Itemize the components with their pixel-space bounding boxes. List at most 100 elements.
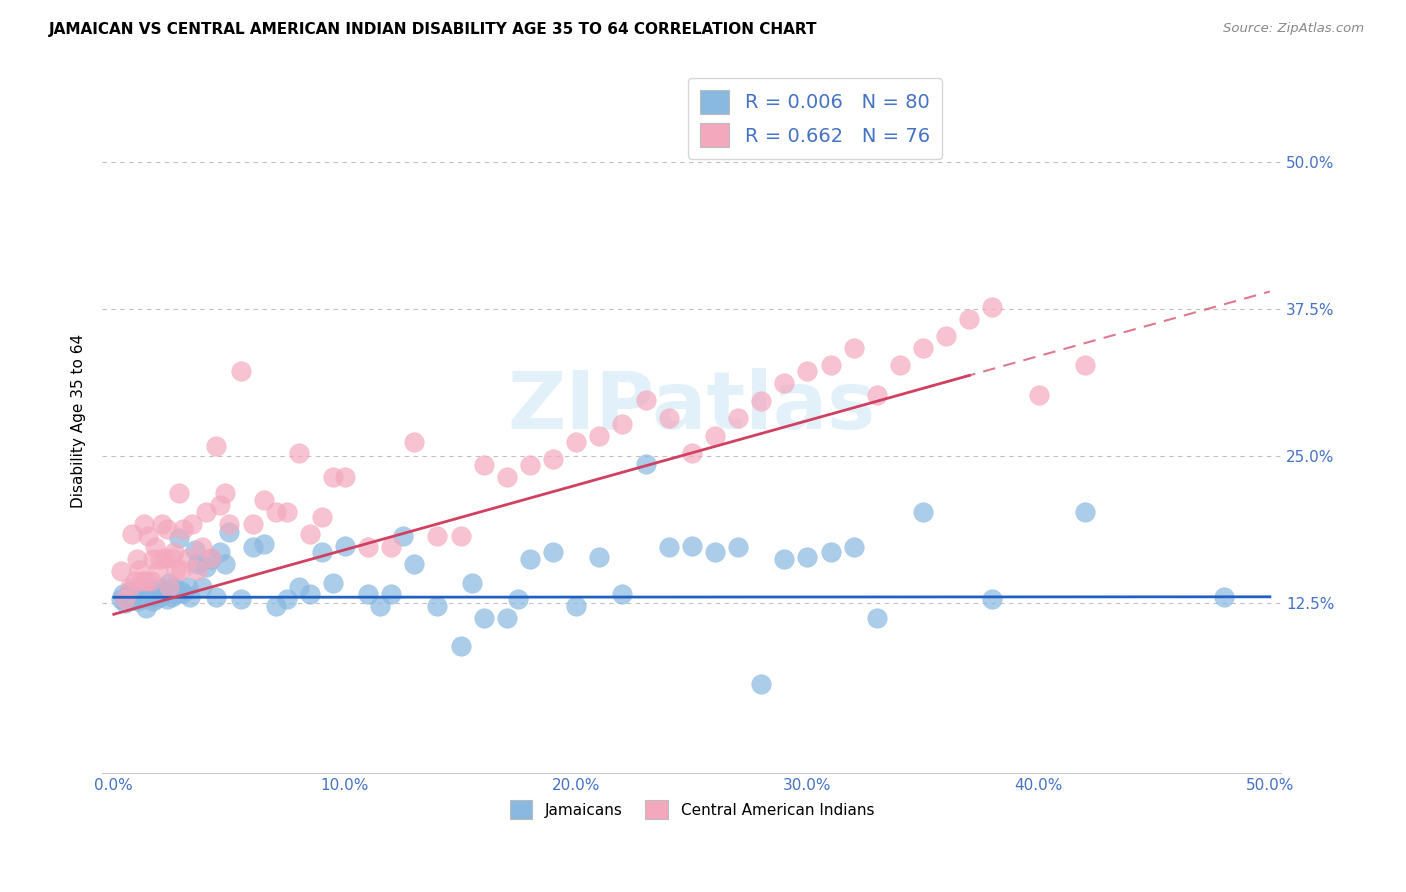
Point [820, 545, 842, 559]
Point [322, 470, 344, 484]
Point [981, 300, 1004, 314]
Point [160, 590, 183, 604]
Point [311, 509, 333, 524]
Text: Source: ZipAtlas.com: Source: ZipAtlas.com [1223, 22, 1364, 36]
Point [172, 522, 194, 536]
Point [124, 589, 146, 603]
Point [634, 392, 657, 407]
Point [287, 580, 309, 594]
Point [135, 574, 157, 589]
Point [214, 557, 236, 571]
Point [242, 541, 264, 555]
Point [253, 537, 276, 551]
Point [727, 411, 749, 425]
Point [935, 329, 957, 343]
Point [842, 541, 865, 555]
Point [276, 592, 298, 607]
Point [204, 440, 226, 454]
Point [110, 592, 132, 607]
Point [145, 583, 167, 598]
Point [110, 564, 132, 578]
Point [357, 587, 380, 601]
Point [450, 639, 472, 653]
Point [957, 311, 980, 326]
Point [218, 525, 240, 540]
Point [404, 557, 426, 571]
Point [172, 586, 194, 600]
Point [121, 527, 143, 541]
Point [135, 601, 157, 615]
Legend: Jamaicans, Central American Indians: Jamaicans, Central American Indians [503, 794, 880, 825]
Point [163, 545, 186, 559]
Point [749, 393, 772, 408]
Point [186, 563, 208, 577]
Point [299, 587, 322, 601]
Point [461, 575, 484, 590]
Point [183, 542, 205, 557]
Point [124, 574, 146, 589]
Point [153, 586, 176, 600]
Point [209, 498, 232, 512]
Point [565, 434, 588, 449]
Point [114, 592, 136, 607]
Point [138, 580, 160, 594]
Point [658, 411, 681, 425]
Point [391, 529, 413, 543]
Point [519, 458, 541, 473]
Point [264, 599, 287, 613]
Point [177, 551, 200, 566]
Point [404, 434, 426, 449]
Point [299, 527, 322, 541]
Point [588, 549, 610, 564]
Point [125, 552, 148, 566]
Point [749, 676, 772, 690]
Point [181, 516, 204, 531]
Point [541, 545, 564, 559]
Point [177, 580, 200, 594]
Point [681, 539, 703, 553]
Point [132, 585, 155, 599]
Point [322, 575, 344, 590]
Point [145, 541, 167, 555]
Point [163, 580, 186, 594]
Point [612, 417, 634, 432]
Point [139, 590, 162, 604]
Point [1074, 359, 1097, 373]
Point [167, 531, 190, 545]
Point [866, 388, 889, 402]
Text: JAMAICAN VS CENTRAL AMERICAN INDIAN DISABILITY AGE 35 TO 64 CORRELATION CHART: JAMAICAN VS CENTRAL AMERICAN INDIAN DISA… [49, 22, 818, 37]
Point [911, 505, 934, 519]
Point [703, 429, 725, 443]
Point [128, 586, 150, 600]
Point [170, 583, 193, 598]
Point [132, 516, 155, 531]
Point [170, 563, 193, 577]
Point [156, 592, 179, 607]
Point [157, 575, 180, 590]
Point [200, 551, 222, 566]
Point [380, 587, 402, 601]
Point [495, 611, 517, 625]
Point [139, 574, 162, 589]
Point [114, 596, 136, 610]
Point [634, 457, 657, 471]
Point [612, 587, 634, 601]
Point [121, 593, 143, 607]
Point [357, 541, 380, 555]
Point [1212, 590, 1234, 604]
Point [820, 359, 842, 373]
Point [519, 552, 541, 566]
Point [981, 592, 1004, 607]
Point [200, 552, 222, 566]
Point [333, 470, 356, 484]
Point [118, 583, 141, 598]
Point [150, 516, 173, 531]
Point [368, 599, 391, 613]
Point [142, 594, 165, 608]
Point [287, 446, 309, 460]
Point [131, 592, 153, 607]
Point [541, 452, 564, 467]
Point [190, 580, 212, 594]
Point [565, 599, 588, 613]
Point [450, 529, 472, 543]
